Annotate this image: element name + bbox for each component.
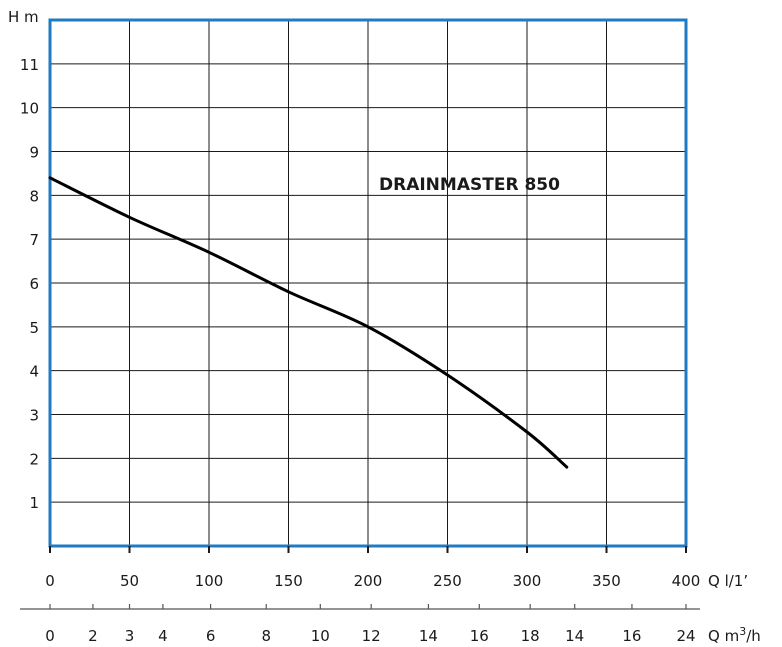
y-tick-label: 2 <box>29 450 39 468</box>
y-tick-label: 10 <box>20 100 39 118</box>
y-tick-label: 1 <box>29 494 39 512</box>
secondary-tick-label: 12 <box>362 627 381 645</box>
secondary-tick-label: 16 <box>470 627 489 645</box>
y-tick-label: 3 <box>29 407 39 425</box>
secondary-x-axis-label: Q m3/h <box>708 625 761 645</box>
secondary-tick-label: 8 <box>261 627 271 645</box>
x-tick-label: 50 <box>120 572 139 590</box>
performance-curve <box>48 176 569 469</box>
x-tick-label: 350 <box>592 572 621 590</box>
grid-lines <box>50 20 686 546</box>
secondary-tick-label: 14 <box>419 627 438 645</box>
secondary-tick-label: 14 <box>565 627 584 645</box>
secondary-tick-label: 10 <box>311 627 330 645</box>
x-axis-label: Q l/1’ <box>708 572 748 590</box>
x-tick-label: 300 <box>513 572 542 590</box>
y-tick-label: 4 <box>29 363 39 381</box>
x-tick-labels: 0 50 100 150 200 250 300 350 400 <box>45 546 700 590</box>
secondary-tick-label: 0 <box>45 627 55 645</box>
y-tick-labels: 1 2 3 4 5 6 7 8 9 10 11 <box>20 56 39 512</box>
x-tick-label: 0 <box>45 572 55 590</box>
y-tick-label: 11 <box>20 56 39 74</box>
secondary-tick-label: 18 <box>521 627 540 645</box>
x-tick-label: 250 <box>433 572 462 590</box>
secondary-tick-label: 4 <box>158 627 168 645</box>
secondary-tick-label: 16 <box>622 627 641 645</box>
secondary-x-axis-label-prefix: Q m <box>708 627 739 645</box>
y-tick-label: 6 <box>29 275 39 293</box>
x-tick-label: 200 <box>354 572 383 590</box>
y-axis-label: H m <box>8 8 39 26</box>
secondary-x-axis-label-sup: 3 <box>739 625 746 638</box>
y-tick-label: 9 <box>29 144 39 162</box>
y-tick-label: 5 <box>29 319 39 337</box>
x-tick-label: 100 <box>195 572 224 590</box>
x-tick-label: 400 <box>672 572 701 590</box>
y-tick-label: 8 <box>29 187 39 205</box>
y-tick-label: 7 <box>29 231 39 249</box>
secondary-tick-label: 3 <box>125 627 135 645</box>
secondary-tick-label: 24 <box>676 627 695 645</box>
secondary-tick-label: 2 <box>88 627 98 645</box>
secondary-x-axis-label-suffix: /h <box>746 627 761 645</box>
secondary-x-axis: 0 2 3 4 6 8 10 12 14 16 18 14 16 24 <box>20 604 700 645</box>
x-tick-label: 150 <box>274 572 303 590</box>
secondary-tick-label: 6 <box>206 627 216 645</box>
series-annotation: DRAINMASTER 850 <box>379 175 560 195</box>
